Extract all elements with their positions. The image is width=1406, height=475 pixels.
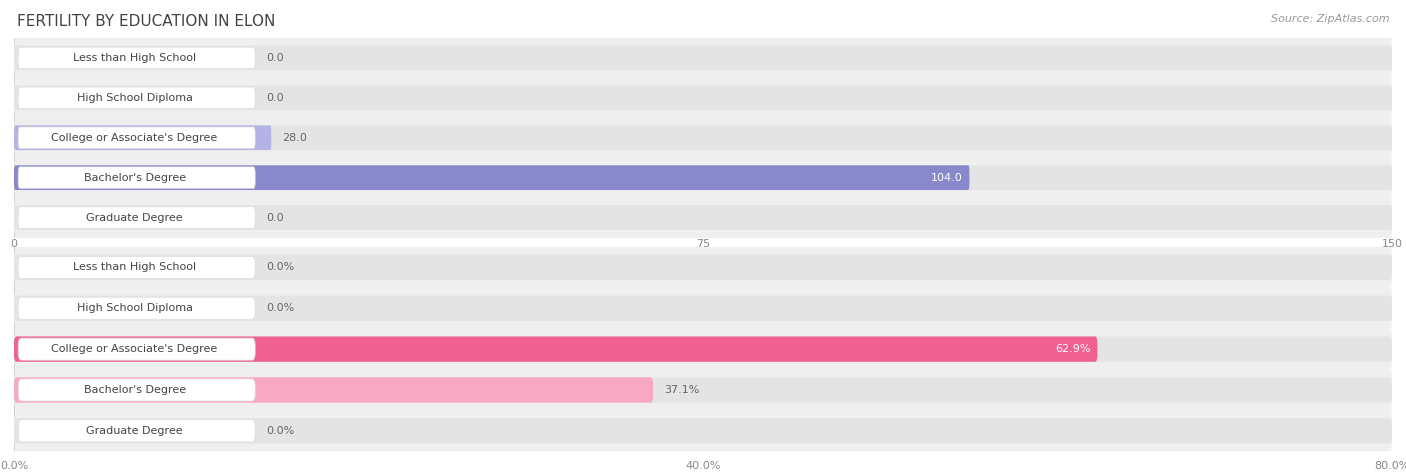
Text: College or Associate's Degree: College or Associate's Degree (52, 344, 218, 354)
Text: Less than High School: Less than High School (73, 53, 197, 63)
Text: FERTILITY BY EDUCATION IN ELON: FERTILITY BY EDUCATION IN ELON (17, 14, 276, 29)
FancyBboxPatch shape (14, 78, 1392, 118)
Text: Graduate Degree: Graduate Degree (86, 426, 183, 436)
FancyBboxPatch shape (18, 379, 256, 401)
FancyBboxPatch shape (14, 329, 1392, 370)
FancyBboxPatch shape (14, 255, 1392, 280)
FancyBboxPatch shape (14, 38, 1392, 78)
Text: 62.9%: 62.9% (1054, 344, 1091, 354)
Text: 0.0%: 0.0% (266, 303, 294, 314)
FancyBboxPatch shape (14, 418, 1392, 444)
Text: 104.0: 104.0 (931, 172, 963, 183)
FancyBboxPatch shape (14, 410, 1392, 451)
Text: 0.0%: 0.0% (266, 426, 294, 436)
FancyBboxPatch shape (14, 288, 1392, 329)
FancyBboxPatch shape (14, 295, 1392, 321)
FancyBboxPatch shape (14, 86, 1392, 110)
Text: Less than High School: Less than High School (73, 262, 197, 273)
Text: 37.1%: 37.1% (664, 385, 699, 395)
FancyBboxPatch shape (18, 256, 256, 278)
FancyBboxPatch shape (14, 125, 1392, 150)
FancyBboxPatch shape (14, 370, 1392, 410)
FancyBboxPatch shape (14, 377, 1392, 403)
Text: Bachelor's Degree: Bachelor's Degree (83, 172, 186, 183)
FancyBboxPatch shape (18, 297, 256, 319)
Text: 75: 75 (696, 239, 710, 249)
Text: Source: ZipAtlas.com: Source: ZipAtlas.com (1271, 14, 1389, 24)
FancyBboxPatch shape (14, 46, 1392, 70)
Text: 0.0%: 0.0% (266, 262, 294, 273)
FancyBboxPatch shape (18, 167, 256, 189)
Text: 0: 0 (11, 239, 17, 249)
FancyBboxPatch shape (18, 338, 256, 360)
FancyBboxPatch shape (14, 158, 1392, 198)
Text: Graduate Degree: Graduate Degree (86, 212, 183, 223)
FancyBboxPatch shape (14, 205, 1392, 230)
FancyBboxPatch shape (18, 420, 256, 442)
FancyBboxPatch shape (14, 247, 1392, 288)
Text: Bachelor's Degree: Bachelor's Degree (83, 385, 186, 395)
Text: 150: 150 (1382, 239, 1402, 249)
FancyBboxPatch shape (14, 336, 1392, 362)
Text: High School Diploma: High School Diploma (76, 93, 193, 103)
Text: 0.0: 0.0 (266, 53, 284, 63)
FancyBboxPatch shape (14, 198, 1392, 238)
FancyBboxPatch shape (14, 377, 652, 403)
FancyBboxPatch shape (14, 336, 1098, 362)
Text: 28.0: 28.0 (283, 133, 307, 143)
FancyBboxPatch shape (14, 118, 1392, 158)
FancyBboxPatch shape (14, 125, 271, 150)
FancyBboxPatch shape (18, 127, 256, 149)
FancyBboxPatch shape (14, 165, 969, 190)
FancyBboxPatch shape (18, 207, 256, 228)
Text: College or Associate's Degree: College or Associate's Degree (52, 133, 218, 143)
Text: 0.0: 0.0 (266, 93, 284, 103)
FancyBboxPatch shape (18, 87, 256, 109)
Text: High School Diploma: High School Diploma (76, 303, 193, 314)
FancyBboxPatch shape (18, 47, 256, 69)
Text: 0.0: 0.0 (266, 212, 284, 223)
FancyBboxPatch shape (14, 165, 1392, 190)
